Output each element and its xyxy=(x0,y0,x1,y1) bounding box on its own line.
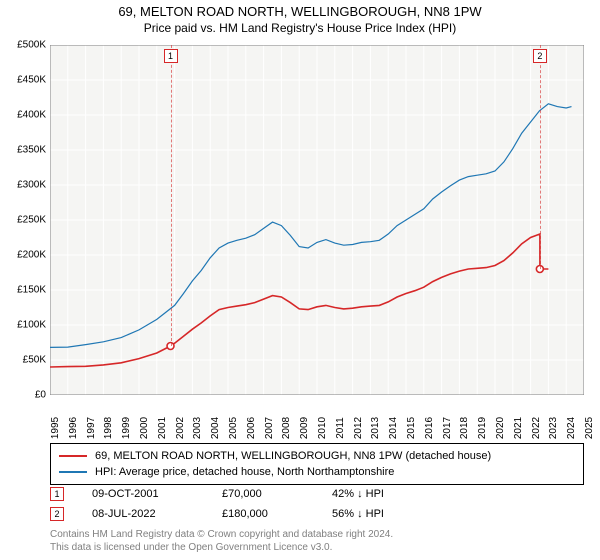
x-axis-labels: 1995 1996 1997 1998 1999 2000 2001 2002 2003 2004… xyxy=(50,398,584,438)
x-tick-label: 2011 xyxy=(335,417,346,439)
x-tick-label: 2013 xyxy=(370,417,381,439)
x-tick-label: 2005 xyxy=(228,417,239,439)
transaction-2-date: 08-JUL-2022 xyxy=(92,508,222,520)
x-tick-label: 1999 xyxy=(121,417,132,439)
footer-attribution: Contains HM Land Registry data © Crown c… xyxy=(50,528,584,554)
chart-area: 12 xyxy=(50,45,584,395)
y-tick-label: £400K xyxy=(17,110,46,121)
legend-row-hpi: HPI: Average price, detached house, Nort… xyxy=(59,464,575,480)
y-tick-label: £300K xyxy=(17,180,46,191)
x-tick-label: 2006 xyxy=(246,417,257,439)
x-tick-label: 1998 xyxy=(103,417,114,439)
legend-box: 69, MELTON ROAD NORTH, WELLINGBOROUGH, N… xyxy=(50,443,584,485)
legend-row-property: 69, MELTON ROAD NORTH, WELLINGBOROUGH, N… xyxy=(59,448,575,464)
x-tick-label: 2008 xyxy=(281,417,292,439)
y-tick-label: £200K xyxy=(17,250,46,261)
x-tick-label: 2023 xyxy=(548,417,559,439)
footer-line-2: This data is licensed under the Open Gov… xyxy=(50,541,584,554)
chart-marker-2: 2 xyxy=(533,49,547,63)
title-line-1: 69, MELTON ROAD NORTH, WELLINGBOROUGH, N… xyxy=(0,4,600,19)
chart-svg xyxy=(50,45,584,395)
y-tick-label: £250K xyxy=(17,215,46,226)
y-tick-label: £0 xyxy=(35,390,46,401)
x-tick-label: 2003 xyxy=(192,417,203,439)
y-tick-label: £350K xyxy=(17,145,46,156)
x-tick-label: 2022 xyxy=(531,417,542,439)
transaction-marker-2: 2 xyxy=(50,507,64,521)
transaction-row-2: 2 08-JUL-2022 £180,000 56% ↓ HPI xyxy=(50,504,584,524)
transaction-row-1: 1 09-OCT-2001 £70,000 42% ↓ HPI xyxy=(50,484,584,504)
y-tick-label: £100K xyxy=(17,320,46,331)
x-tick-label: 2025 xyxy=(584,417,595,439)
legend-swatch-hpi xyxy=(59,471,87,473)
x-tick-label: 2012 xyxy=(353,417,364,439)
x-tick-label: 2007 xyxy=(264,417,275,439)
x-tick-label: 1997 xyxy=(86,417,97,439)
transaction-marker-1-label: 1 xyxy=(54,489,59,499)
y-tick-label: £450K xyxy=(17,75,46,86)
x-tick-label: 2015 xyxy=(406,417,417,439)
transaction-2-price: £180,000 xyxy=(222,508,332,520)
y-axis-labels: £0£50K£100K£150K£200K£250K£300K£350K£400… xyxy=(0,45,48,395)
title-line-2: Price paid vs. HM Land Registry's House … xyxy=(0,21,600,35)
x-tick-label: 2002 xyxy=(175,417,186,439)
x-tick-label: 1995 xyxy=(50,417,61,439)
transaction-1-price: £70,000 xyxy=(222,488,332,500)
x-tick-label: 2017 xyxy=(442,417,453,439)
x-tick-label: 2004 xyxy=(210,417,221,439)
transaction-1-date: 09-OCT-2001 xyxy=(92,488,222,500)
legend-label-hpi: HPI: Average price, detached house, Nort… xyxy=(95,466,394,478)
legend-label-property: 69, MELTON ROAD NORTH, WELLINGBOROUGH, N… xyxy=(95,450,491,462)
x-tick-label: 2021 xyxy=(513,417,524,439)
x-tick-label: 1996 xyxy=(68,417,79,439)
transaction-marker-1: 1 xyxy=(50,487,64,501)
x-tick-label: 2001 xyxy=(157,417,168,439)
footer-line-1: Contains HM Land Registry data © Crown c… xyxy=(50,528,584,541)
x-tick-label: 2009 xyxy=(299,417,310,439)
title-block: 69, MELTON ROAD NORTH, WELLINGBOROUGH, N… xyxy=(0,0,600,35)
x-tick-label: 2014 xyxy=(388,417,399,439)
y-tick-label: £50K xyxy=(23,355,46,366)
x-tick-label: 2020 xyxy=(495,417,506,439)
x-tick-label: 2016 xyxy=(424,417,435,439)
transaction-marker-2-label: 2 xyxy=(54,509,59,519)
x-tick-label: 2018 xyxy=(459,417,470,439)
legend-swatch-property xyxy=(59,455,87,458)
transaction-rows: 1 09-OCT-2001 £70,000 42% ↓ HPI 2 08-JUL… xyxy=(50,484,584,524)
x-tick-label: 2019 xyxy=(477,417,488,439)
y-tick-label: £150K xyxy=(17,285,46,296)
transaction-2-pct: 56% ↓ HPI xyxy=(332,508,482,520)
transaction-1-pct: 42% ↓ HPI xyxy=(332,488,482,500)
chart-container: 69, MELTON ROAD NORTH, WELLINGBOROUGH, N… xyxy=(0,0,600,560)
x-tick-label: 2010 xyxy=(317,417,328,439)
y-tick-label: £500K xyxy=(17,40,46,51)
x-tick-label: 2000 xyxy=(139,417,150,439)
x-tick-label: 2024 xyxy=(566,417,577,439)
chart-marker-1: 1 xyxy=(164,49,178,63)
